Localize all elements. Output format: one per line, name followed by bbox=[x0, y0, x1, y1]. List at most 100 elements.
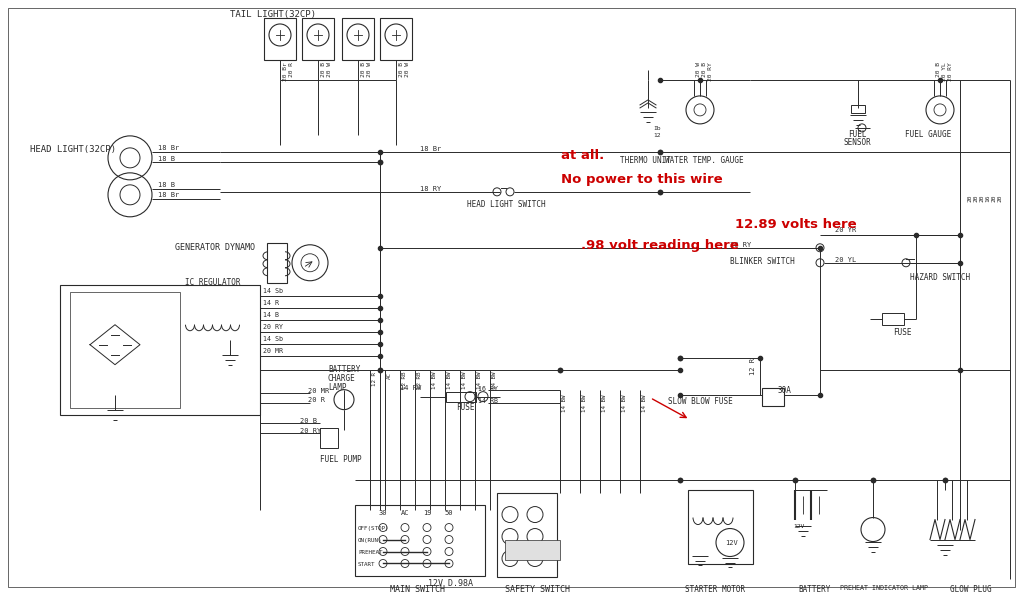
Text: 20 B: 20 B bbox=[321, 62, 326, 77]
Text: GLOW PLUG: GLOW PLUG bbox=[950, 586, 991, 595]
Text: 12 RB: 12 RB bbox=[402, 372, 407, 389]
Text: 14 BW: 14 BW bbox=[642, 395, 647, 412]
Text: 20 B: 20 B bbox=[399, 62, 404, 77]
Text: BATTERY: BATTERY bbox=[328, 365, 360, 374]
Text: 14 Sb: 14 Sb bbox=[263, 336, 283, 341]
Text: 20: 20 bbox=[973, 195, 978, 202]
Text: ON(RUN): ON(RUN) bbox=[358, 537, 383, 543]
Text: 12.89 volts here: 12.89 volts here bbox=[735, 218, 856, 230]
Bar bbox=[342, 18, 374, 60]
Text: 18 Br: 18 Br bbox=[158, 145, 179, 151]
Bar bbox=[70, 292, 180, 408]
Bar bbox=[380, 18, 412, 60]
Text: 18 B: 18 B bbox=[158, 182, 175, 188]
Text: 20: 20 bbox=[991, 195, 996, 202]
Text: START: START bbox=[358, 562, 375, 567]
Text: 20 RY: 20 RY bbox=[948, 62, 953, 81]
Text: PREHEAT: PREHEAT bbox=[358, 549, 383, 555]
Text: FUEL GAUGE: FUEL GAUGE bbox=[905, 130, 951, 139]
Text: 12V D.98A: 12V D.98A bbox=[428, 580, 473, 589]
Text: 19: 19 bbox=[422, 510, 432, 516]
Text: 18 Br: 18 Br bbox=[420, 146, 441, 152]
Text: 18 B: 18 B bbox=[158, 156, 175, 162]
Bar bbox=[264, 18, 296, 60]
Text: 12 R: 12 R bbox=[372, 372, 377, 386]
Text: 20 W: 20 W bbox=[405, 62, 410, 77]
Text: 14 BW: 14 BW bbox=[562, 395, 567, 412]
Text: 20 B: 20 B bbox=[300, 418, 317, 424]
Text: 20 RY: 20 RY bbox=[300, 427, 321, 433]
Text: at all.: at all. bbox=[561, 149, 604, 162]
Text: 12V: 12V bbox=[725, 540, 738, 546]
Text: FUSE: FUSE bbox=[456, 402, 475, 412]
Text: 14 Sb: 14 Sb bbox=[263, 288, 283, 294]
Text: 20 W: 20 W bbox=[367, 62, 372, 77]
Text: 20 YL: 20 YL bbox=[942, 62, 947, 81]
Text: 20: 20 bbox=[967, 195, 972, 202]
Text: HAZARD SWITCH: HAZARD SWITCH bbox=[910, 273, 970, 282]
Text: OFF(STOP): OFF(STOP) bbox=[358, 525, 390, 531]
Bar bbox=[60, 285, 260, 415]
Text: 14 R: 14 R bbox=[263, 300, 279, 306]
Bar bbox=[851, 105, 865, 113]
Text: 20 YL: 20 YL bbox=[835, 257, 856, 263]
Bar bbox=[446, 392, 476, 402]
Text: HEAD LIGHT SWITCH: HEAD LIGHT SWITCH bbox=[468, 200, 545, 209]
Text: 14 BW: 14 BW bbox=[432, 372, 437, 389]
Text: THERMO UNIT: THERMO UNIT bbox=[620, 156, 671, 165]
Text: 14 BW: 14 BW bbox=[447, 372, 452, 389]
Text: 12V: 12V bbox=[793, 524, 804, 528]
Text: 20 RY: 20 RY bbox=[263, 324, 283, 330]
Text: 20 RY: 20 RY bbox=[730, 242, 751, 248]
Text: BLINKER SWITCH: BLINKER SWITCH bbox=[730, 257, 795, 266]
Text: 14 BW: 14 BW bbox=[462, 372, 468, 389]
Text: 20 MR: 20 MR bbox=[263, 347, 283, 353]
Text: CHARGE: CHARGE bbox=[328, 374, 356, 383]
Text: 18 RY: 18 RY bbox=[420, 186, 441, 192]
Text: STARTER MOTOR: STARTER MOTOR bbox=[685, 586, 745, 595]
Text: 14 RW: 14 RW bbox=[400, 384, 421, 390]
Text: 14 BW: 14 BW bbox=[622, 395, 627, 412]
Text: 12 R: 12 R bbox=[750, 358, 756, 375]
Text: 50: 50 bbox=[445, 510, 453, 516]
Text: 16 RY: 16 RY bbox=[478, 386, 498, 392]
Text: 20 Br: 20 Br bbox=[283, 62, 288, 81]
Bar bbox=[267, 243, 287, 283]
Text: FUSE: FUSE bbox=[893, 328, 911, 337]
Text: FUEL: FUEL bbox=[848, 130, 866, 139]
Text: 12 RB: 12 RB bbox=[417, 372, 422, 389]
Text: SENSOR: SENSOR bbox=[843, 138, 871, 147]
Text: 30A: 30A bbox=[779, 386, 792, 395]
Text: 14 RB: 14 RB bbox=[478, 398, 498, 404]
Text: No power to this wire: No power to this wire bbox=[561, 173, 722, 186]
Bar bbox=[882, 313, 904, 325]
Text: 20: 20 bbox=[979, 195, 984, 202]
Text: 20 B: 20 B bbox=[702, 62, 707, 77]
Text: MAIN SWITCH: MAIN SWITCH bbox=[390, 586, 445, 595]
Text: 20 R: 20 R bbox=[308, 396, 325, 402]
Text: 16: 16 bbox=[985, 195, 990, 202]
Text: 20 B: 20 B bbox=[936, 62, 941, 77]
Text: 14 BW: 14 BW bbox=[492, 372, 497, 389]
Text: IC REGULATOR: IC REGULATOR bbox=[185, 278, 240, 287]
Text: GENERATOR DYNAMO: GENERATOR DYNAMO bbox=[175, 243, 255, 252]
Text: 14 B: 14 B bbox=[263, 312, 279, 318]
Text: 20: 20 bbox=[997, 195, 1002, 202]
Bar bbox=[320, 427, 338, 448]
Bar bbox=[762, 387, 784, 405]
Bar bbox=[688, 490, 753, 565]
Text: SAFETY SWITCH: SAFETY SWITCH bbox=[505, 586, 570, 595]
Text: 20 MR: 20 MR bbox=[308, 387, 329, 393]
Text: 30: 30 bbox=[379, 510, 388, 516]
Text: 14 BW: 14 BW bbox=[477, 372, 482, 389]
Text: 14 BW: 14 BW bbox=[582, 395, 587, 412]
Text: 12: 12 bbox=[653, 133, 661, 138]
Text: BATTERY: BATTERY bbox=[798, 586, 831, 595]
Text: 20 W: 20 W bbox=[327, 62, 332, 77]
Text: 20 YR: 20 YR bbox=[835, 227, 856, 233]
Text: .98 volt reading here: .98 volt reading here bbox=[581, 239, 739, 251]
Text: WATER TEMP. GAUGE: WATER TEMP. GAUGE bbox=[665, 156, 744, 165]
Text: 18 Br: 18 Br bbox=[158, 192, 179, 198]
Text: AC: AC bbox=[401, 510, 409, 516]
Bar bbox=[355, 504, 485, 577]
